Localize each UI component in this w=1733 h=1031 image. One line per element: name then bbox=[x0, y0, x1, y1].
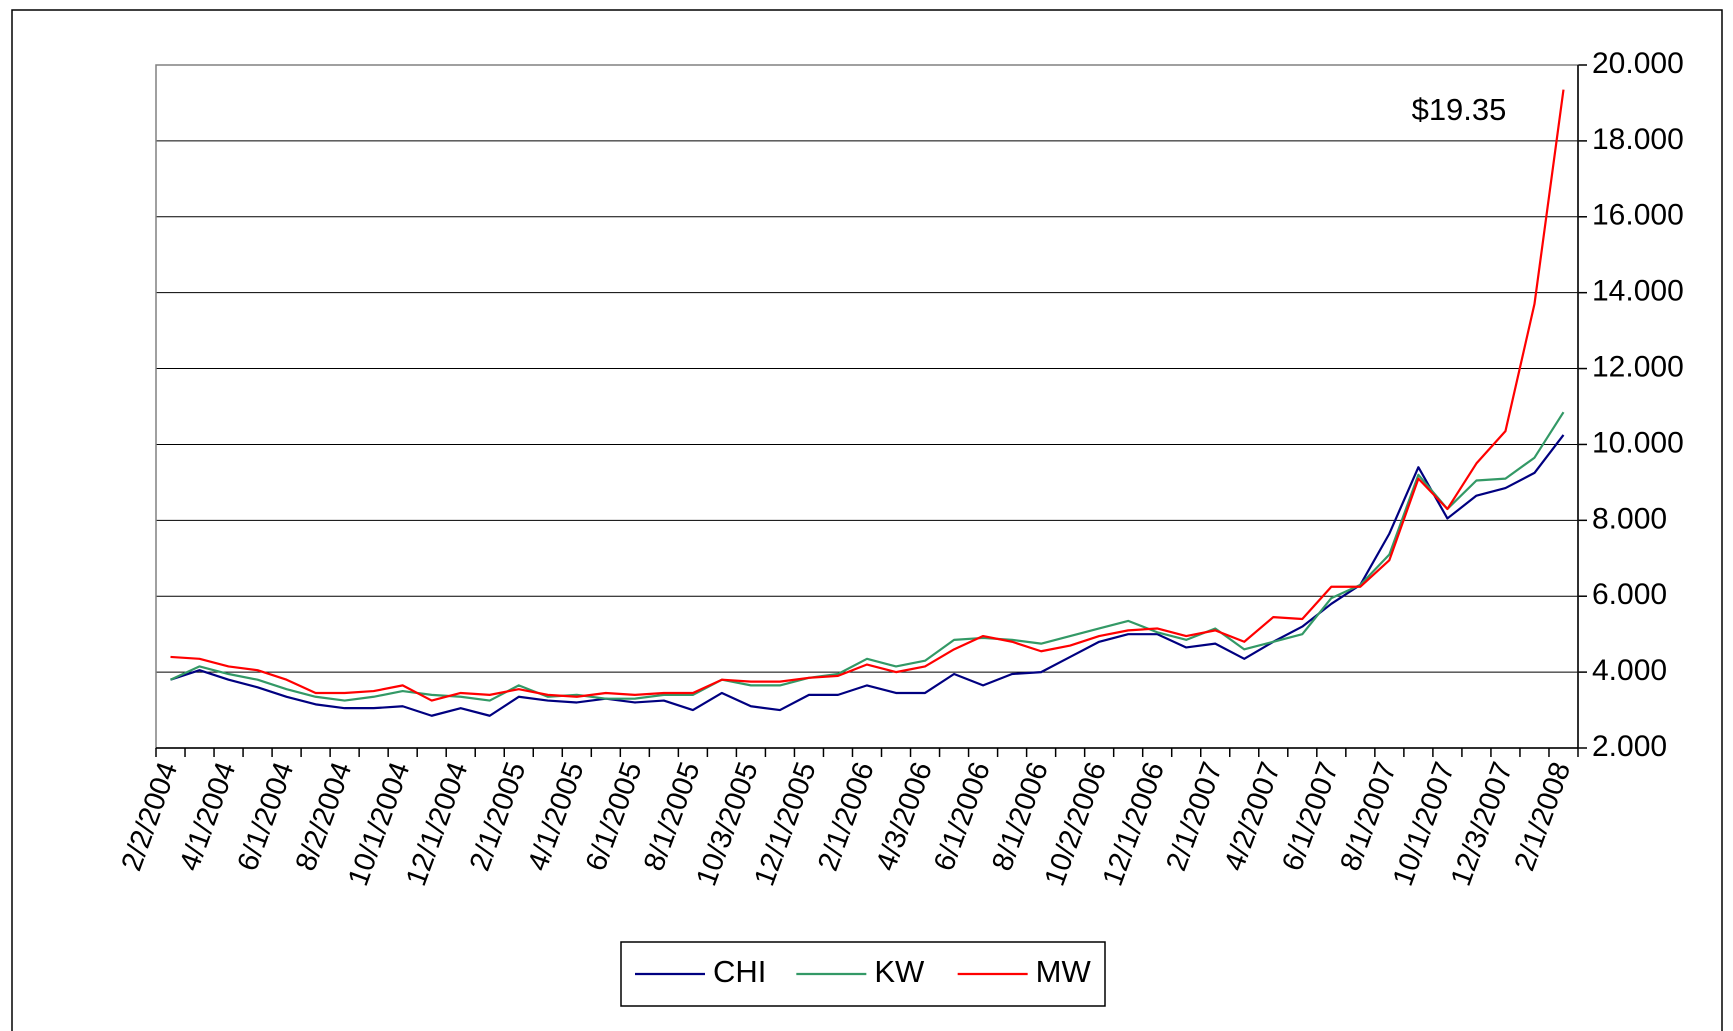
y-tick-label: 6.000 bbox=[1592, 578, 1667, 611]
y-tick-label: 14.000 bbox=[1592, 275, 1684, 308]
line-series bbox=[170, 411, 1565, 702]
y-tick-label: 18.000 bbox=[1592, 123, 1684, 156]
legend-label: KW bbox=[874, 954, 925, 989]
y-tick-label: 4.000 bbox=[1592, 654, 1667, 687]
y-tick-label: 12.000 bbox=[1592, 350, 1684, 383]
annotation: $19.35 bbox=[1412, 92, 1507, 127]
line-series bbox=[170, 434, 1565, 717]
y-tick-label: 16.000 bbox=[1592, 199, 1684, 232]
line-series bbox=[170, 89, 1565, 702]
y-tick-label: 2.000 bbox=[1592, 730, 1667, 763]
legend-label: MW bbox=[1036, 954, 1092, 989]
y-tick-label: 10.000 bbox=[1592, 426, 1684, 459]
y-tick-label: 8.000 bbox=[1592, 502, 1667, 535]
y-tick-label: 20.000 bbox=[1592, 47, 1684, 80]
legend-label: CHI bbox=[713, 954, 766, 989]
